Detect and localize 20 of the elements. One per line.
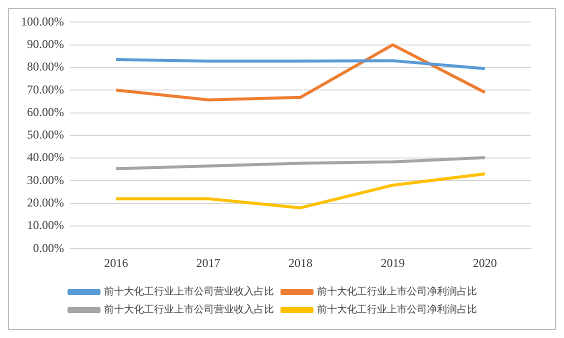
y-tick-label: 10.00% bbox=[26, 218, 64, 232]
legend-label: 前十大化工行业上市公司营业收入占比 bbox=[104, 286, 274, 298]
x-tick-label: 2018 bbox=[288, 256, 312, 270]
x-tick-label: 2019 bbox=[380, 256, 405, 270]
y-tick-label: 20.00% bbox=[26, 195, 64, 210]
y-tick-label: 0.00% bbox=[32, 240, 64, 255]
y-tick-label: 90.00% bbox=[26, 36, 64, 51]
y-tick-label: 60.00% bbox=[26, 104, 64, 119]
x-tick-label: 2016 bbox=[104, 256, 128, 270]
y-tick-label: 80.00% bbox=[26, 60, 64, 74]
x-tick-label: 2020 bbox=[472, 256, 497, 270]
y-tick-label: 100.00% bbox=[20, 14, 64, 28]
legend-label: 前十大化工行业上市公司净利润占比 bbox=[317, 286, 477, 298]
y-tick-label: 50.00% bbox=[26, 128, 64, 142]
x-tick-label: 2017 bbox=[196, 256, 220, 270]
y-tick-label: 30.00% bbox=[26, 172, 64, 187]
y-tick-label: 70.00% bbox=[26, 82, 64, 96]
legend-label: 前十大化工行业上市公司净利润占比 bbox=[317, 304, 477, 316]
legend-label: 前十大化工行业上市公司营业收入占比 bbox=[104, 304, 274, 316]
y-tick-label: 40.00% bbox=[26, 150, 64, 164]
